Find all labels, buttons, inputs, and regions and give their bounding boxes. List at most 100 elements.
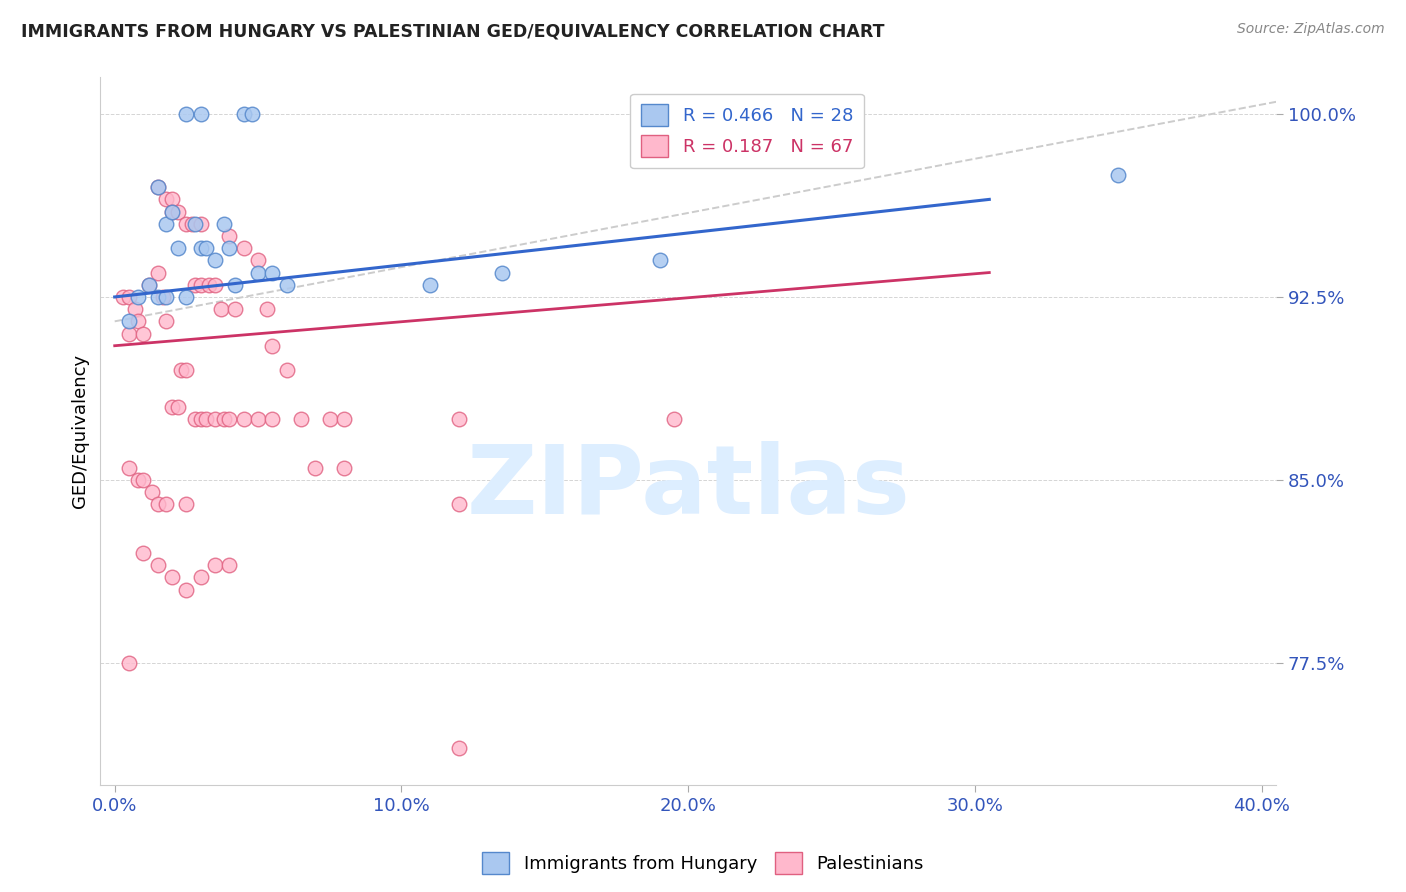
Point — [176, 290, 198, 304]
Point — [256, 302, 278, 317]
Point — [160, 204, 183, 219]
Point — [124, 302, 146, 317]
Point — [262, 266, 284, 280]
Point — [118, 314, 141, 328]
Text: IMMIGRANTS FROM HUNGARY VS PALESTINIAN GED/EQUIVALENCY CORRELATION CHART: IMMIGRANTS FROM HUNGARY VS PALESTINIAN G… — [21, 22, 884, 40]
Point — [155, 193, 177, 207]
Point — [247, 412, 270, 426]
Point — [112, 290, 135, 304]
Point — [447, 741, 470, 756]
Point — [198, 277, 221, 292]
Point — [232, 107, 254, 121]
Point — [118, 656, 141, 670]
Point — [176, 497, 198, 511]
Point — [447, 412, 470, 426]
Point — [204, 558, 226, 573]
Point — [333, 412, 356, 426]
Point — [333, 460, 356, 475]
Text: ZIPatlas: ZIPatlas — [467, 442, 910, 534]
Point — [1107, 168, 1129, 182]
Point — [204, 277, 226, 292]
Point — [218, 558, 240, 573]
Point — [127, 290, 149, 304]
Point — [224, 302, 246, 317]
Point — [190, 217, 212, 231]
Text: Source: ZipAtlas.com: Source: ZipAtlas.com — [1237, 22, 1385, 37]
Point — [146, 558, 169, 573]
Point — [146, 290, 169, 304]
Point — [184, 277, 207, 292]
Point — [218, 412, 240, 426]
Point — [160, 204, 183, 219]
Point — [155, 314, 177, 328]
Point — [181, 217, 204, 231]
Point — [648, 253, 671, 268]
Point — [204, 412, 226, 426]
Point — [218, 229, 240, 244]
Point — [190, 412, 212, 426]
Point — [232, 412, 254, 426]
Point — [224, 277, 246, 292]
Point — [146, 266, 169, 280]
Point — [190, 241, 212, 255]
Point — [141, 485, 163, 500]
Point — [118, 290, 141, 304]
Point — [190, 107, 212, 121]
Point — [146, 497, 169, 511]
Point — [160, 400, 183, 414]
Point — [155, 217, 177, 231]
Point — [166, 241, 188, 255]
Point — [138, 277, 160, 292]
Point — [195, 412, 218, 426]
Point — [160, 193, 183, 207]
Point — [240, 107, 263, 121]
Point — [262, 339, 284, 353]
Point — [209, 302, 232, 317]
Point — [160, 570, 183, 584]
Point — [232, 241, 254, 255]
Point — [319, 412, 342, 426]
Point — [190, 570, 212, 584]
Point — [262, 412, 284, 426]
Point — [662, 412, 685, 426]
Point — [212, 217, 235, 231]
Point — [176, 363, 198, 377]
Point — [176, 107, 198, 121]
Point — [184, 217, 207, 231]
Point — [132, 326, 155, 341]
Point — [152, 290, 174, 304]
Point — [184, 412, 207, 426]
Point — [138, 277, 160, 292]
Point — [169, 363, 191, 377]
Point — [195, 241, 218, 255]
Point — [276, 363, 298, 377]
Point — [290, 412, 312, 426]
Point — [176, 217, 198, 231]
Point — [118, 460, 141, 475]
Point — [155, 497, 177, 511]
Point — [212, 412, 235, 426]
Legend: Immigrants from Hungary, Palestinians: Immigrants from Hungary, Palestinians — [475, 845, 931, 881]
Point — [166, 204, 188, 219]
Point — [146, 180, 169, 194]
Point — [419, 277, 441, 292]
Point — [190, 277, 212, 292]
Point — [127, 473, 149, 487]
Point — [204, 253, 226, 268]
Y-axis label: GED/Equivalency: GED/Equivalency — [72, 354, 89, 508]
Point — [118, 326, 141, 341]
Point — [132, 546, 155, 560]
Legend: R = 0.466   N = 28, R = 0.187   N = 67: R = 0.466 N = 28, R = 0.187 N = 67 — [630, 94, 863, 169]
Point — [155, 290, 177, 304]
Point — [146, 180, 169, 194]
Point — [491, 266, 513, 280]
Point — [447, 497, 470, 511]
Point — [247, 266, 270, 280]
Point — [304, 460, 326, 475]
Point — [218, 241, 240, 255]
Point — [176, 582, 198, 597]
Point — [276, 277, 298, 292]
Point — [247, 253, 270, 268]
Point — [127, 314, 149, 328]
Point — [132, 473, 155, 487]
